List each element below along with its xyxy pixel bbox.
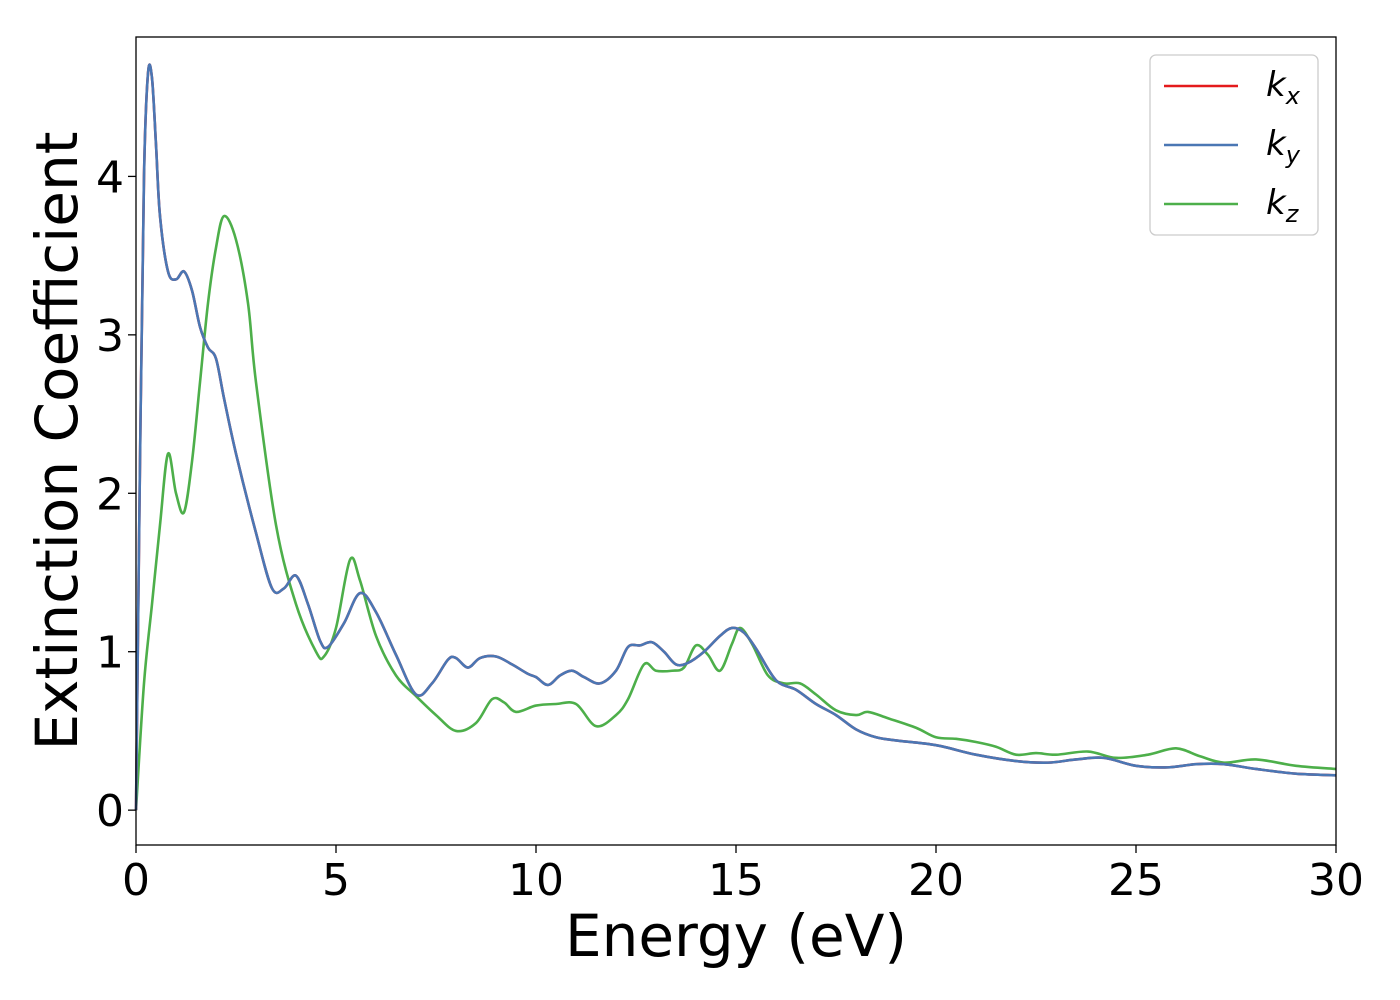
- y-tick-label: 0: [96, 786, 124, 837]
- x-tick-label: 5: [322, 855, 350, 906]
- series-line-z: [134, 214, 1337, 811]
- legend-label-subscript: x: [1285, 82, 1301, 110]
- x-tick-label: 20: [908, 855, 964, 906]
- x-axis-title: Energy (eV): [565, 902, 907, 970]
- legend-label-base: k: [1266, 124, 1287, 164]
- series-line-y: [134, 63, 1337, 811]
- legend-label-y: ky: [1266, 124, 1301, 169]
- y-tick-label: 2: [96, 469, 124, 520]
- legend-label-subscript: z: [1285, 200, 1300, 228]
- x-tick-label: 15: [708, 855, 764, 906]
- x-tick-label: 0: [122, 855, 150, 906]
- series-group: [134, 63, 1337, 811]
- x-tick-label: 30: [1308, 855, 1364, 906]
- legend-label-base: k: [1266, 183, 1287, 223]
- x-tick-label: 10: [508, 855, 564, 906]
- x-ticks: 0 5 10 15 20 25 30: [122, 845, 1364, 906]
- y-axis-title: Extinction Coefficient: [23, 132, 91, 751]
- plot-background: [136, 37, 1336, 845]
- legend-label-x: kx: [1266, 65, 1301, 110]
- legend-label-z: kz: [1266, 183, 1300, 228]
- y-ticks: 0 1 2 3 4: [96, 152, 136, 837]
- legend-label-subscript: y: [1285, 141, 1301, 169]
- y-tick-label: 4: [96, 152, 124, 203]
- x-tick-label: 25: [1108, 855, 1164, 906]
- y-tick-label: 3: [96, 311, 124, 362]
- legend-label-base: k: [1266, 65, 1287, 105]
- y-tick-label: 1: [96, 628, 124, 679]
